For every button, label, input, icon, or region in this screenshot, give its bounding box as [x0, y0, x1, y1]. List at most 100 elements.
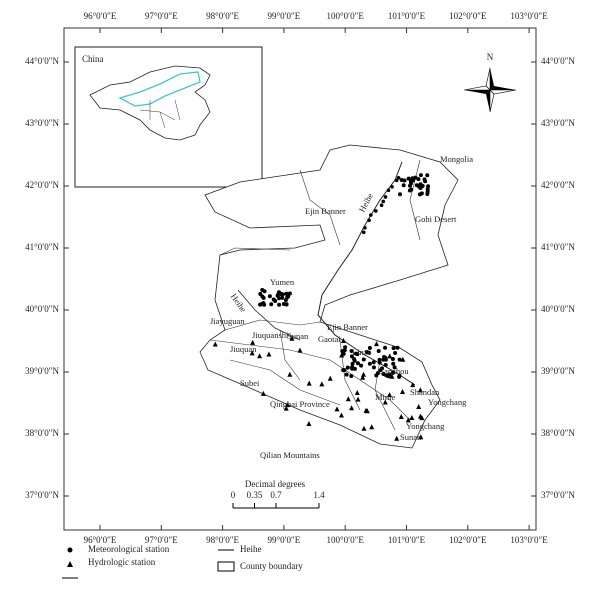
- hydrologic-station: [287, 371, 293, 377]
- lon-label: 102°0′0″E: [449, 11, 487, 21]
- lat-label: 44°0′0″N: [25, 56, 59, 66]
- meteorological-station: [417, 192, 422, 197]
- meteorological-station: [262, 302, 267, 307]
- hydrologic-station: [285, 402, 291, 408]
- meteorological-station: [413, 175, 418, 180]
- lon-label: 100°0′0″E: [327, 535, 365, 545]
- meteorological-station: [386, 374, 391, 379]
- hydrologic-station: [417, 413, 423, 419]
- legend-label: Heihe: [240, 544, 262, 554]
- meteorological-station: [374, 209, 378, 213]
- hydrologic-station: [416, 403, 422, 409]
- meteorological-station: [397, 374, 402, 379]
- place-label: Ejin Banner: [327, 322, 368, 332]
- hydrologic-station: [339, 352, 345, 358]
- inset-provinces: [139, 99, 181, 129]
- meteorological-station: [401, 183, 406, 188]
- meteorological-station: [367, 345, 372, 350]
- meteorological-station: [284, 291, 289, 296]
- lat-label: 42°0′0″N: [541, 180, 575, 190]
- meteorological-station: [383, 363, 388, 368]
- legend-label: Meteorological station: [88, 544, 170, 554]
- meteorological-station: [359, 363, 364, 368]
- meteorological-station: [363, 225, 367, 230]
- place-label: Yumen: [270, 277, 295, 287]
- meteorological-station: [383, 345, 388, 350]
- place-label: Ganzhou: [378, 366, 409, 376]
- meteorological-station: [381, 371, 386, 376]
- lat-label: 40°0′0″N: [25, 304, 59, 314]
- lon-label: 96°0′0″E: [84, 11, 117, 21]
- meteorological-station: [258, 291, 263, 296]
- meteorological-station: [390, 185, 394, 189]
- place-label: Sunan: [287, 331, 309, 341]
- lon-label: 99°0′0″E: [267, 535, 300, 545]
- hydrologic-station: [334, 406, 340, 412]
- lat-label: 38°0′0″N: [541, 428, 575, 438]
- hydrologic-station: [306, 421, 312, 427]
- meteorological-station: [287, 291, 292, 296]
- meteorological-station: [391, 361, 396, 366]
- hydrologic-station: [297, 347, 303, 353]
- lat-label: 43°0′0″N: [25, 118, 59, 128]
- place-label: Jiuquanshi: [252, 330, 289, 340]
- hydrologic-station: [389, 373, 395, 379]
- lat-label: 37°0′0″N: [25, 490, 59, 500]
- meteorological-station: [283, 298, 288, 303]
- meteorological-station: [410, 178, 415, 183]
- scale-tick-label: 1.4: [313, 490, 325, 500]
- hydrologic-station: [387, 392, 393, 398]
- county-boundaries: [209, 159, 421, 431]
- lat-label: 40°0′0″N: [541, 304, 575, 314]
- meteorological-station: [352, 358, 357, 363]
- meteorological-station: [383, 355, 388, 360]
- meteorological-station: [425, 191, 430, 196]
- hydrologic-station: [361, 425, 367, 431]
- hydrologic-station: [355, 396, 361, 402]
- hydrologic-station: [360, 374, 366, 380]
- place-label: Yongchang: [428, 397, 467, 407]
- place-label: Qilian Mountains: [260, 450, 320, 460]
- meteorological-station: [374, 373, 379, 378]
- hydrologic-station: [306, 380, 312, 386]
- meteorological-station: [397, 357, 402, 362]
- meteorological-station: [355, 361, 360, 366]
- lon-label: 97°0′0″E: [145, 535, 178, 545]
- meteorological-station: [267, 294, 272, 299]
- meteorological-station: [381, 199, 386, 204]
- meteorological-station: [367, 218, 371, 223]
- hydrologic-station: [354, 389, 360, 395]
- lat-label: 42°0′0″N: [25, 180, 59, 190]
- lat-label: 38°0′0″N: [25, 428, 59, 438]
- meteorological-station: [371, 360, 376, 365]
- place-label: Ejin Banner: [305, 206, 346, 216]
- hydrologic-station: [360, 371, 366, 377]
- place-label: Shandan: [410, 387, 440, 397]
- lat-label: 39°0′0″N: [541, 366, 575, 376]
- meteorological-station: [260, 288, 265, 293]
- meteorological-station: [345, 365, 350, 370]
- meteorological-station: [423, 179, 428, 184]
- lon-label: 103°0′0″E: [510, 11, 548, 21]
- meteorological-station: [349, 349, 354, 354]
- meteorological-station: [269, 302, 274, 307]
- lat-label: 41°0′0″N: [25, 242, 59, 252]
- legend-triangle: [67, 561, 73, 567]
- meteorological-station: [394, 178, 399, 183]
- hydrologic-station: [399, 388, 405, 394]
- place-label: Gobi Desert: [415, 214, 457, 224]
- place-label: Minle: [375, 392, 396, 402]
- hydrologic-station: [349, 405, 355, 411]
- hydrologic-station: [410, 382, 416, 388]
- hydrologic-station: [417, 387, 423, 393]
- lat-label: 39°0′0″N: [25, 366, 59, 376]
- scale-tick-label: 0.7: [270, 490, 282, 500]
- lon-label: 98°0′0″E: [206, 535, 239, 545]
- place-label: Sunan: [400, 432, 422, 442]
- map-frame: [63, 27, 537, 531]
- meteorological-station: [349, 374, 354, 379]
- scale-bar: 0 0.35 0.7 1.4: [231, 490, 325, 509]
- stations: [212, 173, 431, 441]
- meteorological-station: [278, 291, 283, 296]
